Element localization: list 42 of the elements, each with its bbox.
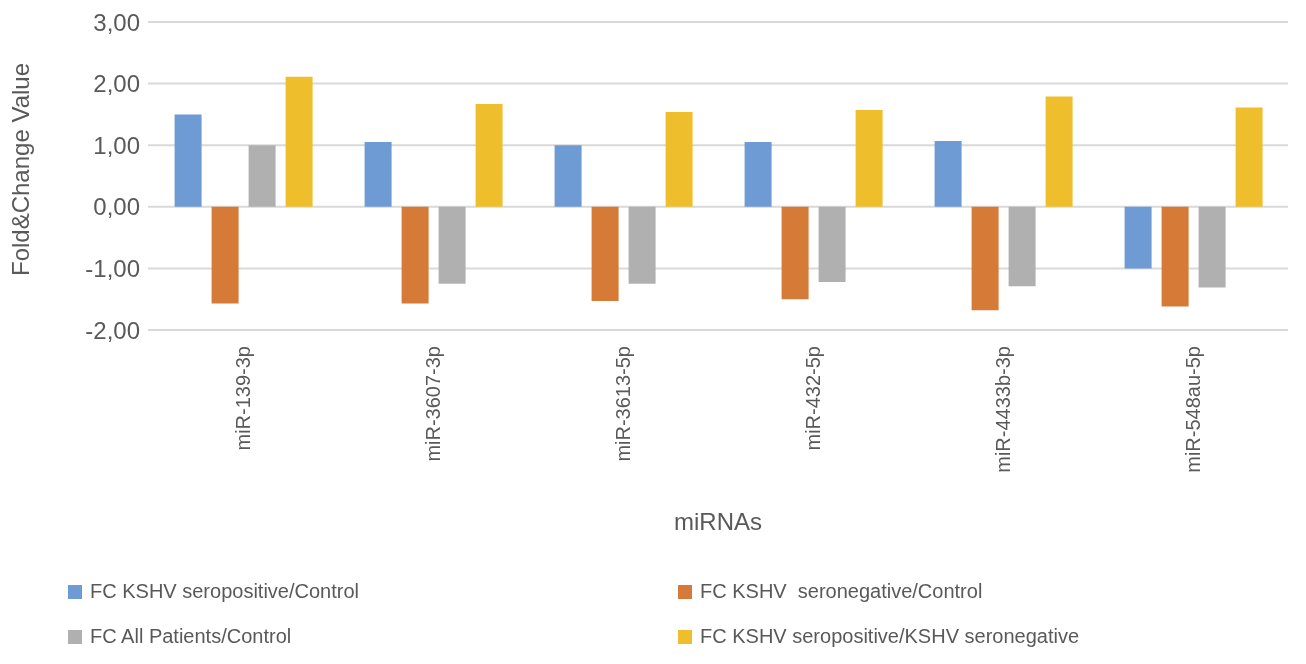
bar [475, 103, 503, 207]
bar [744, 142, 772, 207]
bar [818, 206, 846, 282]
y-tick-label: 3,00 [93, 8, 140, 36]
bar [1235, 107, 1263, 207]
bar [1008, 206, 1036, 287]
bar [1045, 96, 1073, 207]
bar [248, 145, 276, 207]
x-tick-label: miR-3613-5p [612, 346, 634, 462]
bar [591, 206, 619, 302]
y-tick-label: 2,00 [93, 70, 140, 98]
bar [628, 206, 656, 284]
bar [971, 206, 999, 311]
bar [211, 206, 239, 304]
x-tick-label: miR-3607-3p [422, 346, 444, 462]
bar [781, 206, 809, 300]
legend-label: FC All Patients/Control [90, 625, 292, 648]
bar [554, 145, 582, 207]
bar [665, 111, 693, 207]
y-tick-label: 1,00 [93, 131, 140, 159]
x-tick-label: miR-4433b-3p [992, 346, 1014, 473]
bar [285, 76, 313, 207]
x-axis-title: miRNAs [674, 508, 762, 535]
bar [855, 110, 883, 207]
y-axis-title: Fold&Change Value [6, 62, 34, 276]
bar [174, 114, 202, 207]
x-tick-label: miR-139-3p [232, 346, 254, 451]
x-tick-label: miR-432-5p [802, 346, 824, 451]
bar [364, 142, 392, 207]
y-tick-label: -2,00 [85, 316, 140, 344]
bar [438, 206, 466, 284]
y-tick-label: -1,00 [85, 254, 140, 282]
bar [1124, 206, 1152, 269]
bar [401, 206, 429, 304]
bar [1198, 206, 1226, 288]
y-tick-label: 0,00 [93, 193, 140, 221]
legend-label: FC KSHV seropositive/Control [90, 580, 359, 603]
bar [1161, 206, 1189, 307]
legend-label: FC KSHV seronegative/Control [700, 580, 983, 603]
legend-label: FC KSHV seropositive/KSHV seronegative [700, 625, 1080, 648]
bar [934, 140, 962, 207]
x-tick-label: miR-548au-5p [1182, 346, 1204, 473]
